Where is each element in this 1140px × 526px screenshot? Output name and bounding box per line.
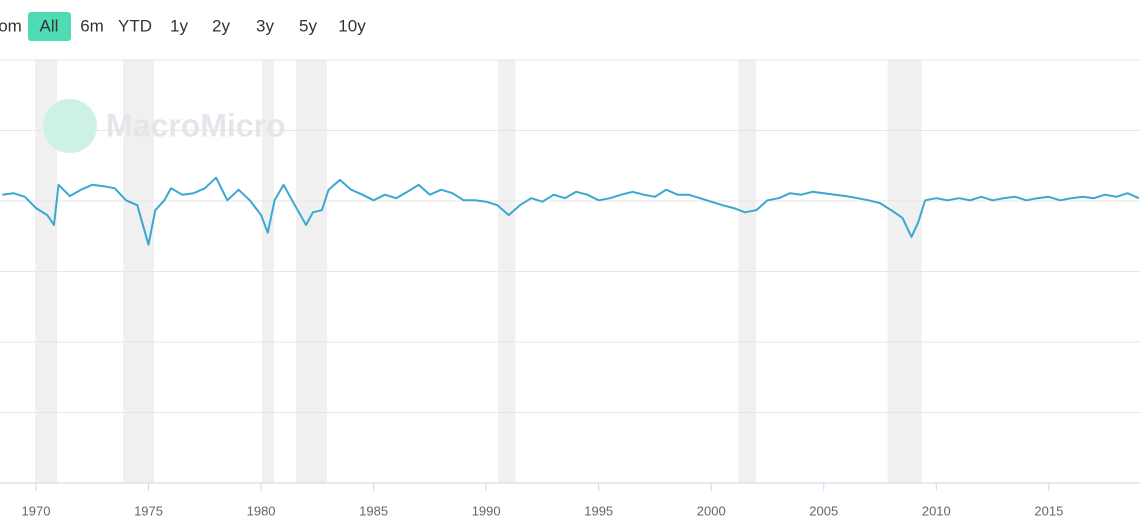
range-button[interactable]: 1y (170, 16, 188, 35)
x-tick-label: 1995 (584, 503, 613, 518)
range-button[interactable]: 2y (212, 16, 230, 35)
x-tick-label: 1975 (134, 503, 163, 518)
x-tick-label: 1990 (472, 503, 501, 518)
range-button[interactable]: YTD (118, 16, 152, 35)
x-tick-label: 2010 (922, 503, 951, 518)
range-button[interactable]: 10y (338, 16, 366, 35)
x-tick-label: 1985 (359, 503, 388, 518)
range-button[interactable]: All (40, 16, 59, 35)
range-button[interactable]: om (0, 16, 22, 35)
range-selector: om All 6m YTD 1y 2y 3y 5y 10y (0, 12, 366, 41)
data-line (2, 176, 1140, 246)
watermark-icon (43, 99, 97, 153)
range-button[interactable]: 6m (80, 16, 104, 35)
x-tick-label: 1980 (247, 503, 276, 518)
x-tick-label: 2000 (697, 503, 726, 518)
plot-area: MacroMicro 1970 1975 1980 1985 1990 1995 2000 20… (0, 59, 1140, 518)
x-tick-label: 2005 (809, 503, 838, 518)
x-tick-label: 1970 (22, 503, 51, 518)
range-button-active[interactable] (28, 12, 71, 41)
range-button[interactable]: 5y (299, 16, 317, 35)
watermark: MacroMicro (106, 107, 286, 143)
range-button[interactable]: 3y (256, 16, 274, 35)
x-tick-label: 2015 (1034, 503, 1063, 518)
